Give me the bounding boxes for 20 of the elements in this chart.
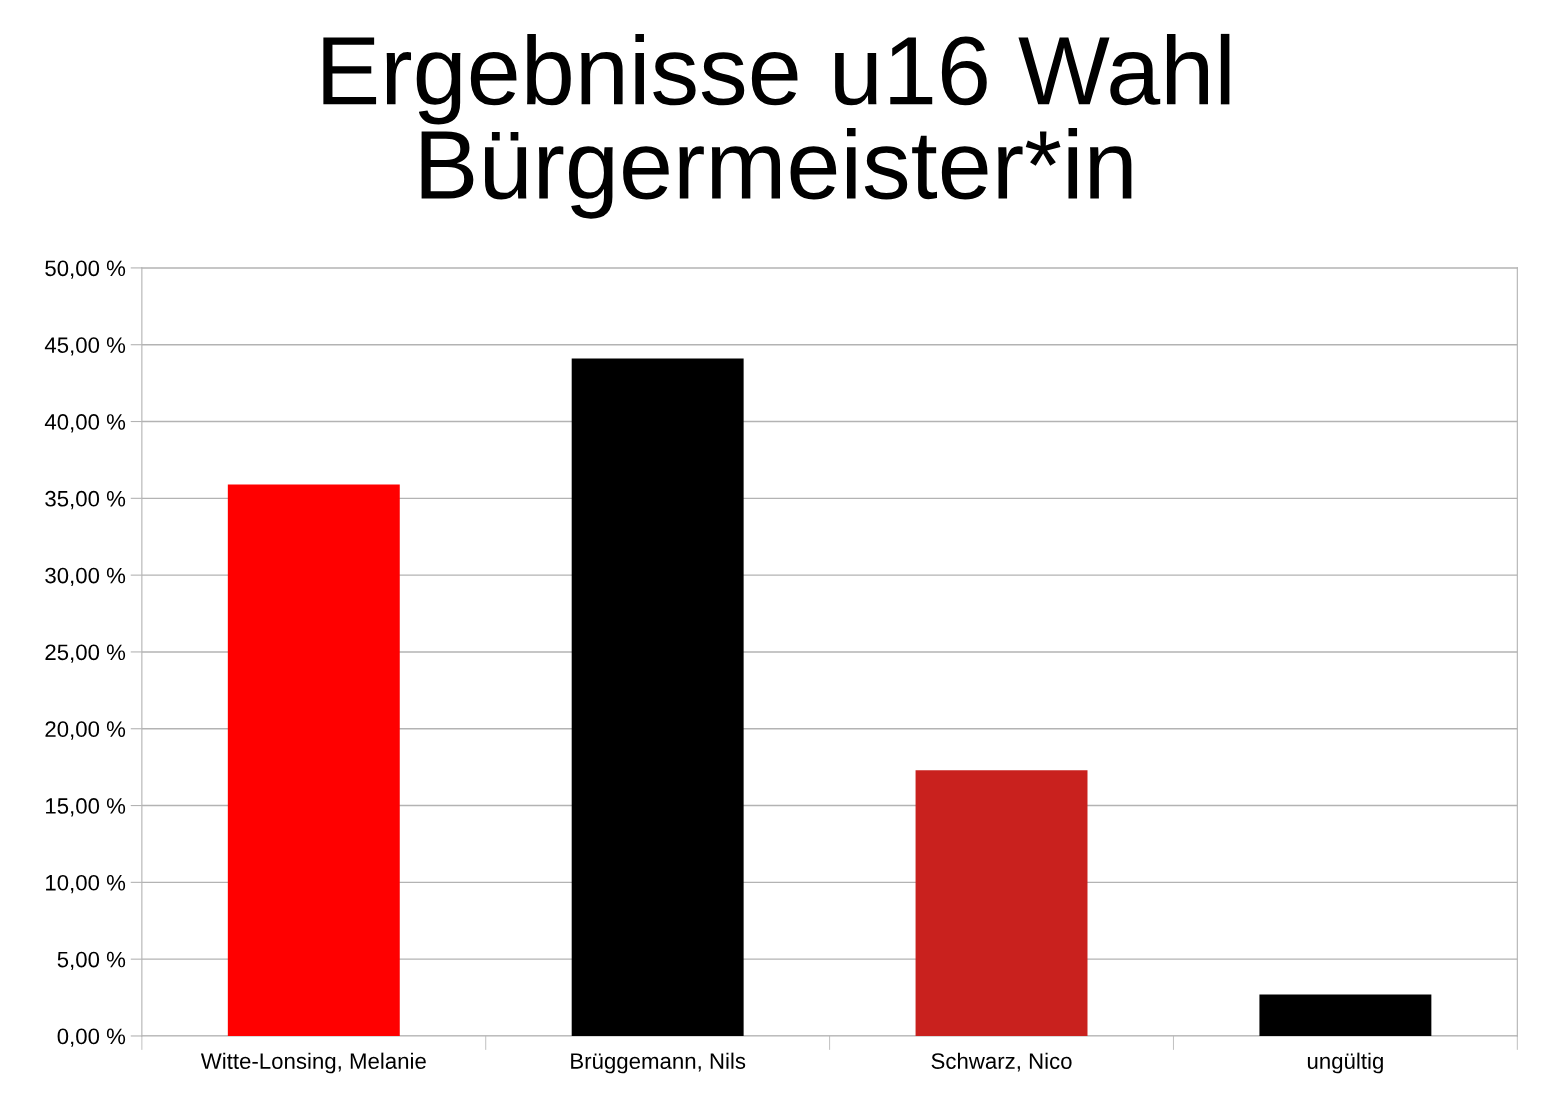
y-tick-label: 40,00 % <box>44 414 126 433</box>
bar <box>1259 994 1432 1036</box>
y-tick-label: 50,00 % <box>45 260 126 279</box>
y-tick-label: 35,00 % <box>45 490 126 510</box>
y-tick-label: 15,00 % <box>46 798 126 817</box>
y-tick-label: 20,00 % <box>45 721 126 740</box>
bar <box>915 770 1088 1036</box>
y-tick-label: 0,00 % <box>57 1028 126 1047</box>
y-tick-label: 5,00 % <box>57 951 126 971</box>
x-tick-label: Witte-Lonsing, Melanie <box>200 1052 426 1074</box>
y-tick-label: 30,00 % <box>45 567 126 587</box>
y-tick-label: 45,00 % <box>44 337 126 356</box>
y-tick-label: 25,00 % <box>45 644 126 663</box>
bar <box>571 358 744 1036</box>
x-tick-label: Schwarz, Nico <box>931 1052 1072 1072</box>
x-tick-label: Brüggemann, Nils <box>571 1052 746 1074</box>
chart-title: Ergebnisse u16 Wahl Bürgermeister*in <box>323 33 1230 219</box>
y-tick-label: 10,00 % <box>46 874 126 894</box>
bar <box>227 484 400 1036</box>
x-tick-label: ungültig <box>1307 1052 1383 1074</box>
